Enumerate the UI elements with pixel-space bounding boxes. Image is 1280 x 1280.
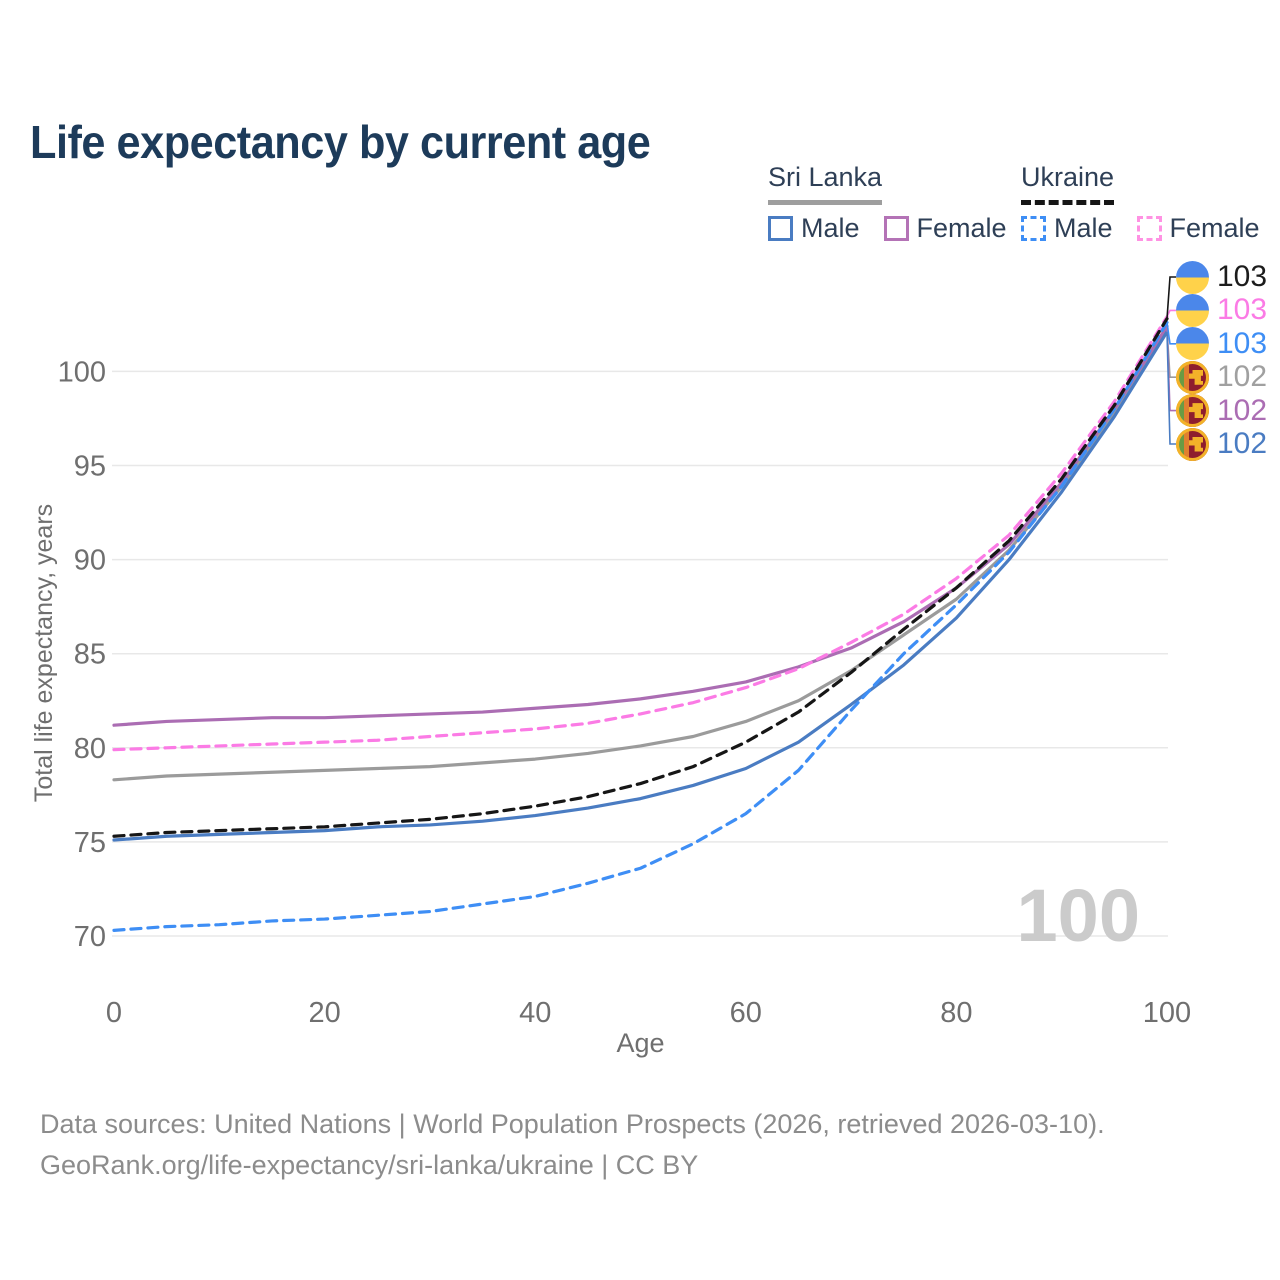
y-axis-title: Total life expectancy, years [30, 504, 58, 802]
legend-item-sri-lanka-female[interactable]: Female [883, 213, 1007, 244]
legend-country-label-ukraine[interactable]: Ukraine [1021, 162, 1115, 205]
legend-swatch-sri-lanka-male [768, 216, 793, 241]
series-line-sri-lanka[interactable] [112, 326, 1169, 782]
attribution-line: GeoRank.org/life-expectancy/sri-lanka/uk… [40, 1150, 699, 1180]
legend-items: Male Female [768, 213, 1007, 244]
legend-item-sri-lanka-male[interactable]: Male [768, 213, 860, 244]
end-label-connector-sri-lanka-male [1166, 331, 1176, 445]
x-tick-label: 20 [308, 997, 340, 1029]
series-line-ukraine-male[interactable] [112, 320, 1169, 932]
legend-items: Male Female [1021, 213, 1260, 244]
legend-swatch-ukraine-male [1021, 216, 1046, 241]
y-tick-label: 95 [74, 451, 106, 483]
y-tick-label: 80 [74, 733, 106, 765]
source-footer: Data sources: United Nations | World Pop… [40, 1104, 1105, 1186]
x-axis-title: Age [616, 1028, 664, 1058]
end-label-connector-ukraine-male [1166, 322, 1176, 345]
legend-item-label: Female [916, 213, 1007, 243]
legend-item-label: Male [801, 213, 860, 243]
legend-country-label-sri-lanka[interactable]: Sri Lanka [768, 162, 883, 205]
y-tick-label: 70 [74, 921, 106, 953]
series-line-sri-lanka-female[interactable] [112, 324, 1169, 727]
x-tick-label: 0 [106, 997, 122, 1029]
series-line-ukraine[interactable] [112, 317, 1169, 838]
y-tick-label: 75 [74, 827, 106, 859]
y-tick-label: 90 [74, 545, 106, 577]
x-tick-label: 80 [940, 997, 972, 1029]
x-tick-label: 100 [1143, 997, 1191, 1029]
end-label-connector-ukraine [1166, 276, 1176, 319]
legend-item-label: Male [1054, 213, 1113, 243]
chart-title: Life expectancy by current age [30, 115, 651, 168]
legend-item-label: Female [1169, 213, 1260, 243]
series-line-ukraine-female[interactable] [112, 315, 1169, 752]
x-tick-label: 60 [730, 997, 762, 1029]
legend-swatch-ukraine-female [1136, 216, 1162, 241]
legend-group-sri-lanka: Sri Lanka Male Female [768, 162, 1007, 244]
watermark-age: 100 [1017, 874, 1140, 957]
legend-item-ukraine-female[interactable]: Female [1136, 213, 1260, 244]
data-sources-line: Data sources: United Nations | World Pop… [40, 1109, 1105, 1139]
y-tick-label: 100 [58, 356, 106, 388]
y-tick-label: 85 [74, 639, 106, 671]
series-line-sri-lanka-male[interactable] [112, 330, 1169, 842]
end-label-connector-ukraine-female [1166, 309, 1176, 318]
x-tick-label: 40 [519, 997, 551, 1029]
legend-swatch-sri-lanka-female [883, 216, 909, 241]
legend-group-ukraine: Ukraine Male Female [1021, 162, 1260, 244]
legend-item-ukraine-male[interactable]: Male [1021, 213, 1113, 244]
